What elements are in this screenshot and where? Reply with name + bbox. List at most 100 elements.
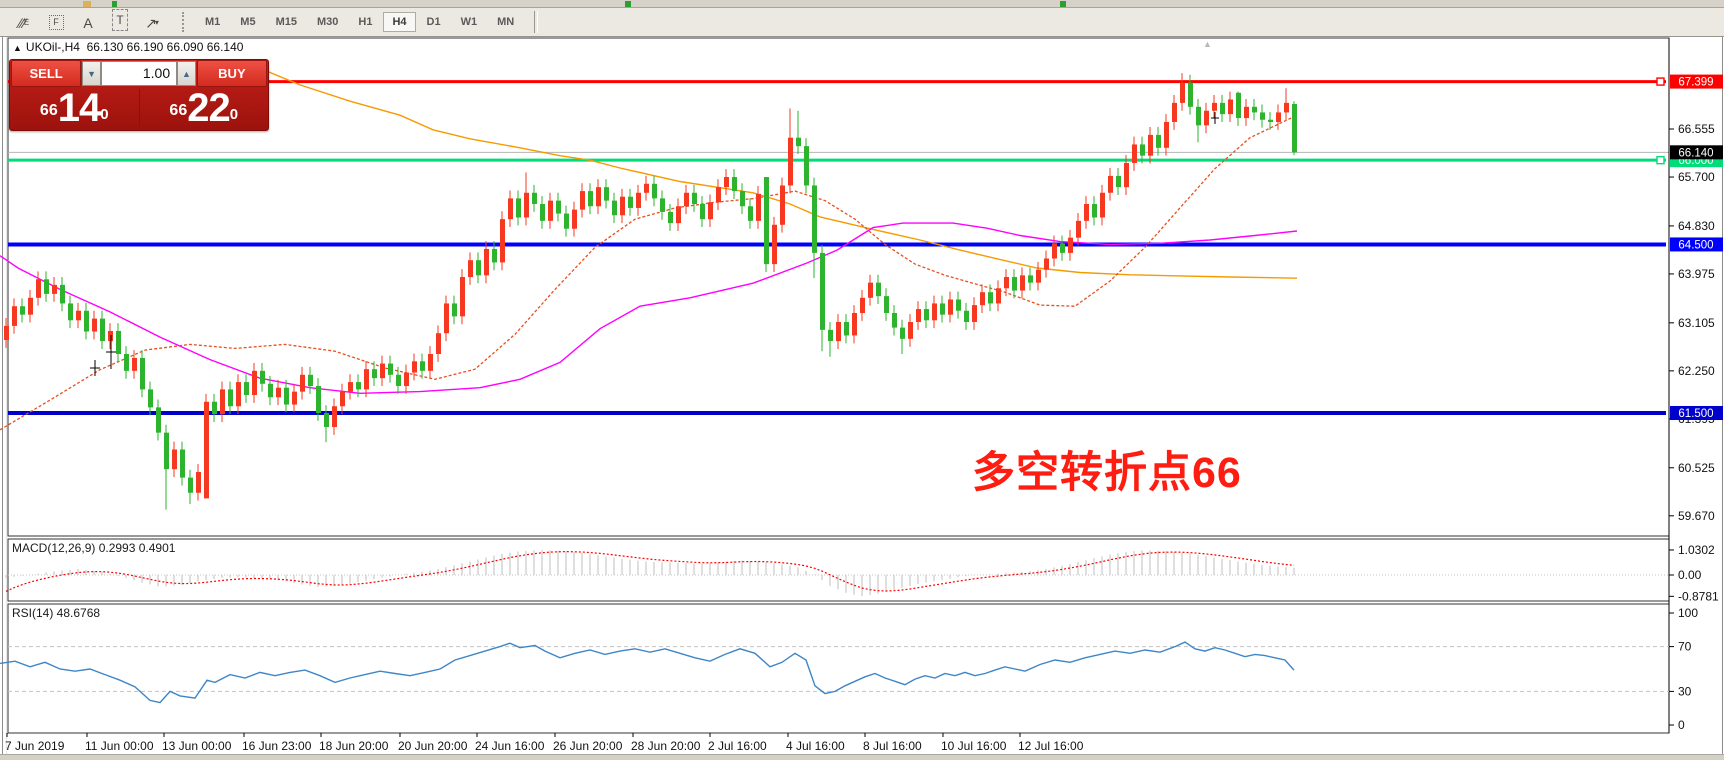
time-tick-label: 13 Jun 00:00: [162, 739, 232, 753]
buy-button[interactable]: BUY: [196, 60, 268, 87]
toolbar-fragment: [112, 1, 117, 7]
main-pane: [7, 37, 1670, 537]
text-label-icon[interactable]: A: [83, 15, 93, 31]
toolbar-fragment: [625, 1, 631, 7]
collapse-arrow-icon[interactable]: ▲: [13, 43, 22, 53]
price-tick-label: 65.700: [1678, 170, 1715, 184]
buy-price-pips: 22: [187, 86, 230, 130]
price-badge-67.399: [1670, 74, 1723, 89]
toolbar-drag-handle[interactable]: [182, 12, 189, 32]
timeframe-d1[interactable]: D1: [426, 16, 441, 28]
timeframe-m1[interactable]: M1: [205, 16, 221, 28]
time-tick-label: 20 Jun 20:00: [398, 739, 468, 753]
price-tick-label: 64.830: [1678, 219, 1715, 233]
time-tick-label: 8 Jul 16:00: [863, 739, 922, 753]
macd-label: MACD(12,26,9) 0.2993 0.4901: [12, 541, 176, 555]
buy-price-display[interactable]: 66 22 0: [140, 87, 269, 128]
chart-toolbar: ∕∕∕ E F A T ↗ ▾ M1 M5 M15 M30 H1 H4 D1 W1 MN: [0, 8, 1724, 37]
window-border-right: [1722, 37, 1723, 755]
macd-layer: 1.0302 0.00 -0.8781: [5, 543, 1719, 603]
window-border-left-inner: [6, 37, 7, 755]
toolbar-fragment: [83, 1, 91, 7]
hline-handle[interactable]: [1656, 155, 1665, 165]
svg-text:67.399: 67.399: [1678, 77, 1713, 89]
text-box-icon[interactable]: T: [106, 9, 134, 33]
time-tick-label: 28 Jun 20:00: [631, 739, 701, 753]
price-tick-label: 59.670: [1678, 509, 1715, 523]
time-tick-label: 24 Jun 16:00: [475, 739, 545, 753]
rsi-tick-label: 0: [1678, 718, 1685, 732]
volume-input[interactable]: 1.00: [100, 61, 178, 86]
time-tick-label: 7 Jun 2019: [5, 739, 65, 753]
timeframe-h1[interactable]: H1: [358, 16, 373, 28]
rsi-pane: [7, 603, 1670, 734]
time-axis: 7 Jun 2019 11 Jun 00:00 13 Jun 00:00 16 Jun…: [5, 733, 1084, 753]
price-tick-label: 66.555: [1678, 122, 1715, 136]
price-axis: 66.55565.70064.83063.97563.10562.25061.3…: [1668, 38, 1723, 733]
fibo-grid-icon[interactable]: F: [42, 11, 70, 33]
macd-tick-label: -0.8781: [1678, 589, 1719, 603]
status-strip: [0, 754, 1724, 760]
sell-price-pips: 14: [57, 86, 101, 130]
arrows-tool-icon[interactable]: ↗ ▾: [145, 15, 159, 31]
upper-toolbar-strip: [0, 0, 1724, 8]
buy-price-point: 0: [229, 106, 239, 123]
fibo-expansion-icon[interactable]: ∕∕∕ E: [18, 15, 30, 31]
chart-text-annotation[interactable]: 多空转折点66: [972, 449, 1242, 497]
volume-decrease-button[interactable]: ▼: [82, 61, 101, 86]
rsi-line: [0, 641, 1295, 704]
window-border-left: [2, 37, 3, 755]
svg-text:64.500: 64.500: [1678, 239, 1713, 251]
time-tick-label: 4 Jul 16:00: [786, 739, 845, 753]
timeframe-w1[interactable]: W1: [460, 16, 478, 28]
svg-text:61.500: 61.500: [1678, 408, 1713, 420]
candles-layer: [4, 73, 1297, 510]
price-tick-label: 63.975: [1678, 267, 1715, 281]
svg-text:66.140: 66.140: [1678, 147, 1713, 159]
rsi-tick-label: 100: [1678, 606, 1698, 620]
current-price-badge: [1670, 145, 1723, 160]
time-tick-label: 11 Jun 00:00: [85, 739, 154, 753]
timeframe-m30[interactable]: M30: [316, 16, 339, 28]
time-tick-label: 16 Jun 23:00: [242, 739, 312, 753]
timeframe-m5[interactable]: M5: [240, 16, 256, 28]
time-tick-label: 2 Jul 16:00: [708, 739, 767, 753]
price-tick-label: 63.105: [1678, 316, 1715, 330]
rsi-label: RSI(14) 48.6768: [12, 606, 101, 620]
timeframe-m15[interactable]: M15: [275, 16, 297, 28]
time-tick-label: 26 Jun 20:00: [553, 739, 623, 753]
toolbar-fragment: [1060, 1, 1066, 7]
hline-handle[interactable]: [1656, 77, 1665, 86]
macd-tick-label: 1.0302: [1678, 543, 1715, 557]
toolbar-separator: [534, 11, 539, 33]
price-badge-64.500: [1670, 237, 1723, 252]
rsi-layer: 100 70 30 0: [0, 606, 1698, 732]
timeframe-mn[interactable]: MN: [497, 16, 515, 28]
time-tick-label: 12 Jul 16:00: [1018, 739, 1084, 753]
ma_fast-line: [0, 114, 1298, 431]
price-tick-label: 60.525: [1678, 461, 1715, 475]
sell-price-handle: 66: [39, 102, 58, 119]
volume-increase-button[interactable]: ▲: [177, 61, 196, 86]
price-badge-61.500: [1670, 405, 1723, 420]
quote-divider: [138, 89, 140, 126]
buy-price-handle: 66: [169, 102, 188, 119]
sell-price-display[interactable]: 66 14 0: [10, 87, 139, 128]
symbol-period-label: UKOil-,H4: [25, 40, 80, 54]
sell-price-point: 0: [100, 106, 109, 123]
timeframe-h4[interactable]: H4: [383, 12, 416, 32]
price-tick-label: 62.250: [1678, 364, 1715, 378]
ma_slow-line: [261, 68, 1298, 279]
macd-tick-label: 0.00: [1678, 568, 1702, 582]
one-click-trading-panel: SELL ▼ 1.00 ▲ BUY 66 14 0 66 22 0: [9, 59, 269, 131]
time-tick-label: 10 Jul 16:00: [941, 739, 1007, 753]
rsi-tick-label: 30: [1678, 684, 1692, 698]
rsi-tick-label: 70: [1678, 640, 1692, 654]
chart-title-bar: ▲ UKOil-,H4 66.130 66.190 66.090 66.140: [13, 40, 243, 54]
macd-pane: [7, 538, 1670, 602]
sell-button[interactable]: SELL: [11, 60, 82, 87]
time-tick-label: 18 Jun 20:00: [319, 739, 389, 753]
scroll-end-icon[interactable]: ▲: [1203, 39, 1212, 49]
ohlc-values: 66.130 66.190 66.090 66.140: [86, 40, 244, 54]
